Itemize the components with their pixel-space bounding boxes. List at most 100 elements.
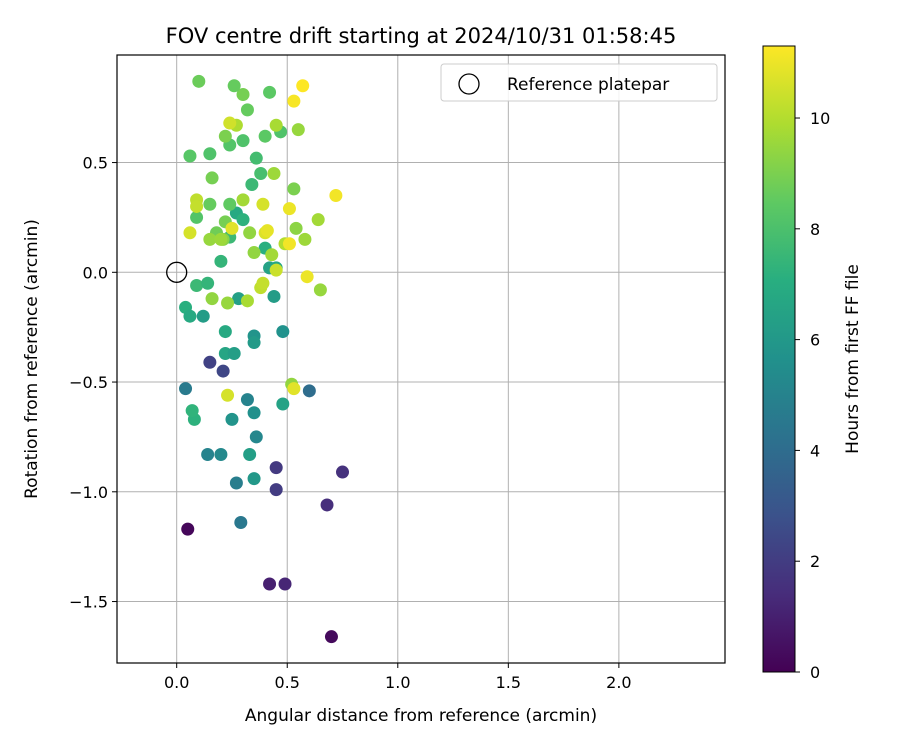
colorbar-label: Hours from first FF file xyxy=(843,264,863,454)
y-tick-label: 0.5 xyxy=(83,154,108,173)
x-tick-label: 2.0 xyxy=(606,673,631,692)
legend-box xyxy=(440,63,718,102)
data-point xyxy=(267,167,281,181)
colorbar xyxy=(762,45,796,673)
data-point xyxy=(240,294,254,308)
data-point xyxy=(282,202,296,216)
data-point xyxy=(302,384,316,398)
data-point xyxy=(300,270,314,284)
legend: Reference platepar xyxy=(440,63,718,102)
data-point xyxy=(205,292,219,306)
data-point xyxy=(203,232,217,246)
data-point xyxy=(329,188,343,202)
data-point xyxy=(247,336,261,350)
data-point xyxy=(278,577,292,591)
y-tick-label: −0.5 xyxy=(69,373,108,392)
data-point xyxy=(183,226,197,240)
data-point xyxy=(276,397,290,411)
data-point xyxy=(183,309,197,323)
data-point xyxy=(236,193,250,207)
colorbar-tick-label: 2 xyxy=(810,552,820,571)
data-point xyxy=(263,577,277,591)
data-point xyxy=(221,388,235,402)
data-point xyxy=(214,232,228,246)
legend-entry-reference-platepar: Reference platepar xyxy=(507,75,669,95)
data-point xyxy=(336,465,350,479)
y-tick-label: −1.5 xyxy=(69,593,108,612)
data-point xyxy=(256,276,270,290)
data-point xyxy=(236,213,250,227)
x-axis-label: Angular distance from reference (arcmin) xyxy=(245,706,597,726)
data-point xyxy=(243,226,257,240)
data-point xyxy=(269,263,283,277)
chart-title: FOV centre drift starting at 2024/10/31 … xyxy=(166,24,677,48)
data-point xyxy=(223,116,237,130)
data-point xyxy=(201,447,215,461)
data-point xyxy=(311,213,325,227)
data-point xyxy=(245,178,259,192)
data-point xyxy=(236,134,250,148)
data-point xyxy=(287,382,301,396)
colorbar-tick-label: 6 xyxy=(810,331,820,350)
data-point xyxy=(234,516,248,530)
legend-reference-marker xyxy=(458,73,480,95)
data-point xyxy=(221,296,235,310)
data-point xyxy=(196,309,210,323)
data-point xyxy=(320,498,334,512)
data-point xyxy=(203,197,217,211)
y-axis-ticks: 0.5 0.0 −0.5 −1.0 −1.5 xyxy=(69,154,117,612)
data-point xyxy=(258,129,272,143)
data-point xyxy=(298,232,312,246)
data-point xyxy=(247,406,261,420)
data-point xyxy=(201,276,215,290)
data-point xyxy=(291,123,305,137)
data-point xyxy=(269,461,283,475)
data-point xyxy=(269,118,283,132)
data-point xyxy=(240,393,254,407)
reference-platepar-marker xyxy=(166,261,188,283)
data-point xyxy=(260,224,274,238)
grid xyxy=(117,55,725,663)
data-point xyxy=(243,447,257,461)
data-point xyxy=(247,246,261,260)
data-point xyxy=(181,522,195,536)
data-point xyxy=(190,278,204,292)
data-point xyxy=(269,483,283,497)
colorbar-ticks: 0 2 4 6 8 10 xyxy=(795,109,830,682)
data-point xyxy=(227,347,241,361)
colorbar-tick-label: 0 xyxy=(810,663,820,682)
data-point xyxy=(240,103,254,117)
reference-marker-layer xyxy=(166,261,188,283)
data-point xyxy=(265,248,279,262)
data-point xyxy=(229,476,243,490)
data-point xyxy=(183,149,197,163)
x-axis-ticks: 0.0 0.5 1.0 1.5 2.0 xyxy=(164,663,632,692)
data-point xyxy=(267,289,281,303)
data-point xyxy=(324,630,338,644)
x-tick-label: 1.5 xyxy=(496,673,521,692)
data-point xyxy=(216,364,230,378)
data-point xyxy=(225,412,239,426)
y-axis-label: Rotation from reference (arcmin) xyxy=(22,219,42,499)
x-tick-label: 1.0 xyxy=(385,673,410,692)
data-point xyxy=(236,88,250,102)
data-point xyxy=(179,382,193,396)
data-point xyxy=(185,404,199,418)
data-point xyxy=(190,210,204,224)
data-point xyxy=(218,325,232,339)
data-point xyxy=(223,197,237,211)
data-point xyxy=(249,151,263,165)
data-point xyxy=(287,94,301,108)
data-point xyxy=(313,283,327,297)
data-point xyxy=(190,199,204,213)
data-point xyxy=(225,221,239,235)
data-point xyxy=(227,79,241,93)
scatter-points xyxy=(179,74,350,644)
data-point xyxy=(263,85,277,99)
data-point xyxy=(289,221,303,235)
data-point xyxy=(256,197,270,211)
data-point xyxy=(203,355,217,369)
data-point xyxy=(203,147,217,161)
data-point xyxy=(282,237,296,251)
